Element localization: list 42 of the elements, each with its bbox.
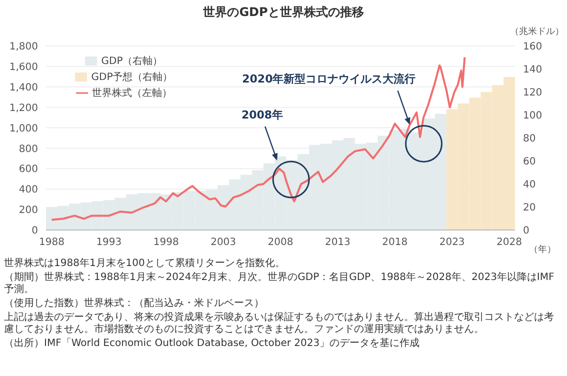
y-tick-label: 0 — [32, 226, 38, 237]
x-tick-label: 2023 — [439, 237, 465, 248]
y-tick-label: 800 — [18, 144, 38, 155]
y2-tick-label: 140 — [523, 64, 542, 76]
text: （期間）世界株式：1988年1月末～2024年2月末、月次。世界のGDP：名目GDP、1988年～2028年、2023年以降はIMF予測。 — [4, 272, 556, 296]
annotation: 2020年新型コロナウイルス大流行 — [242, 72, 416, 86]
x-tick-label: 1993 — [96, 237, 122, 248]
annotation: 2008年 — [241, 108, 284, 122]
y2-tick-label: 160 — [523, 42, 542, 53]
x-tick-label: 1998 — [153, 237, 179, 248]
y-tick-label: 1,800 — [9, 42, 38, 53]
y-tick-label: 1,200 — [9, 102, 38, 114]
legend-label: 世界株式（左軸） — [92, 88, 172, 99]
x-tick-label: 2028 — [496, 237, 522, 248]
y-tick-label: 1,600 — [9, 62, 38, 73]
legend-label: GDP（右軸） — [101, 56, 163, 67]
y2-tick-label: 100 — [523, 110, 542, 122]
y2-tick-label: 0 — [523, 226, 530, 237]
y-tick-label: 1,400 — [9, 82, 38, 94]
x-tick-label: 2018 — [382, 237, 408, 248]
y-tick-label: 200 — [18, 205, 38, 216]
y2-tick-label: 60 — [523, 156, 536, 168]
x-axis-title: （年） — [529, 244, 556, 256]
y-tick-label: 1,000 — [9, 123, 38, 134]
x-tick-label: 2008 — [268, 237, 294, 248]
x-tick-label: 2013 — [324, 237, 350, 248]
chart-title: 世界のGDPと世界株式の推移 — [202, 4, 365, 20]
text: （出所）IMF「World Economic Outlook Database, October 2023」のデータを基に作成 — [4, 338, 421, 350]
x-tick-label: 2003 — [210, 237, 236, 248]
legend-label: GDP予想（右軸） — [91, 72, 173, 83]
y2-tick-label: 80 — [523, 134, 536, 145]
y2-tick-label: 120 — [523, 88, 542, 99]
line-series — [50, 56, 466, 221]
y2-tick-label: 40 — [523, 180, 536, 191]
x-tick-label: 1988 — [38, 237, 64, 248]
text: （使用した指数）世界株式：（配当込み・米ドルベース） — [4, 298, 265, 310]
text: 上記は過去のデータであり、将来の投資成果を示唆あるいは保証するものではありません。算出過程で取引コストなどは考慮しておりません。市場指数そのものに投資することはできません。ファンドの運用実績ではありません。 — [4, 312, 555, 336]
text: 世界株式は1988年1月末を100として累積リターンを指数化。 — [4, 258, 286, 270]
y2-axis-title: （兆米ドル） — [510, 26, 564, 37]
y-tick-label: 600 — [18, 164, 38, 176]
y-tick-label: 400 — [18, 184, 38, 196]
y2-tick-label: 20 — [523, 202, 536, 214]
